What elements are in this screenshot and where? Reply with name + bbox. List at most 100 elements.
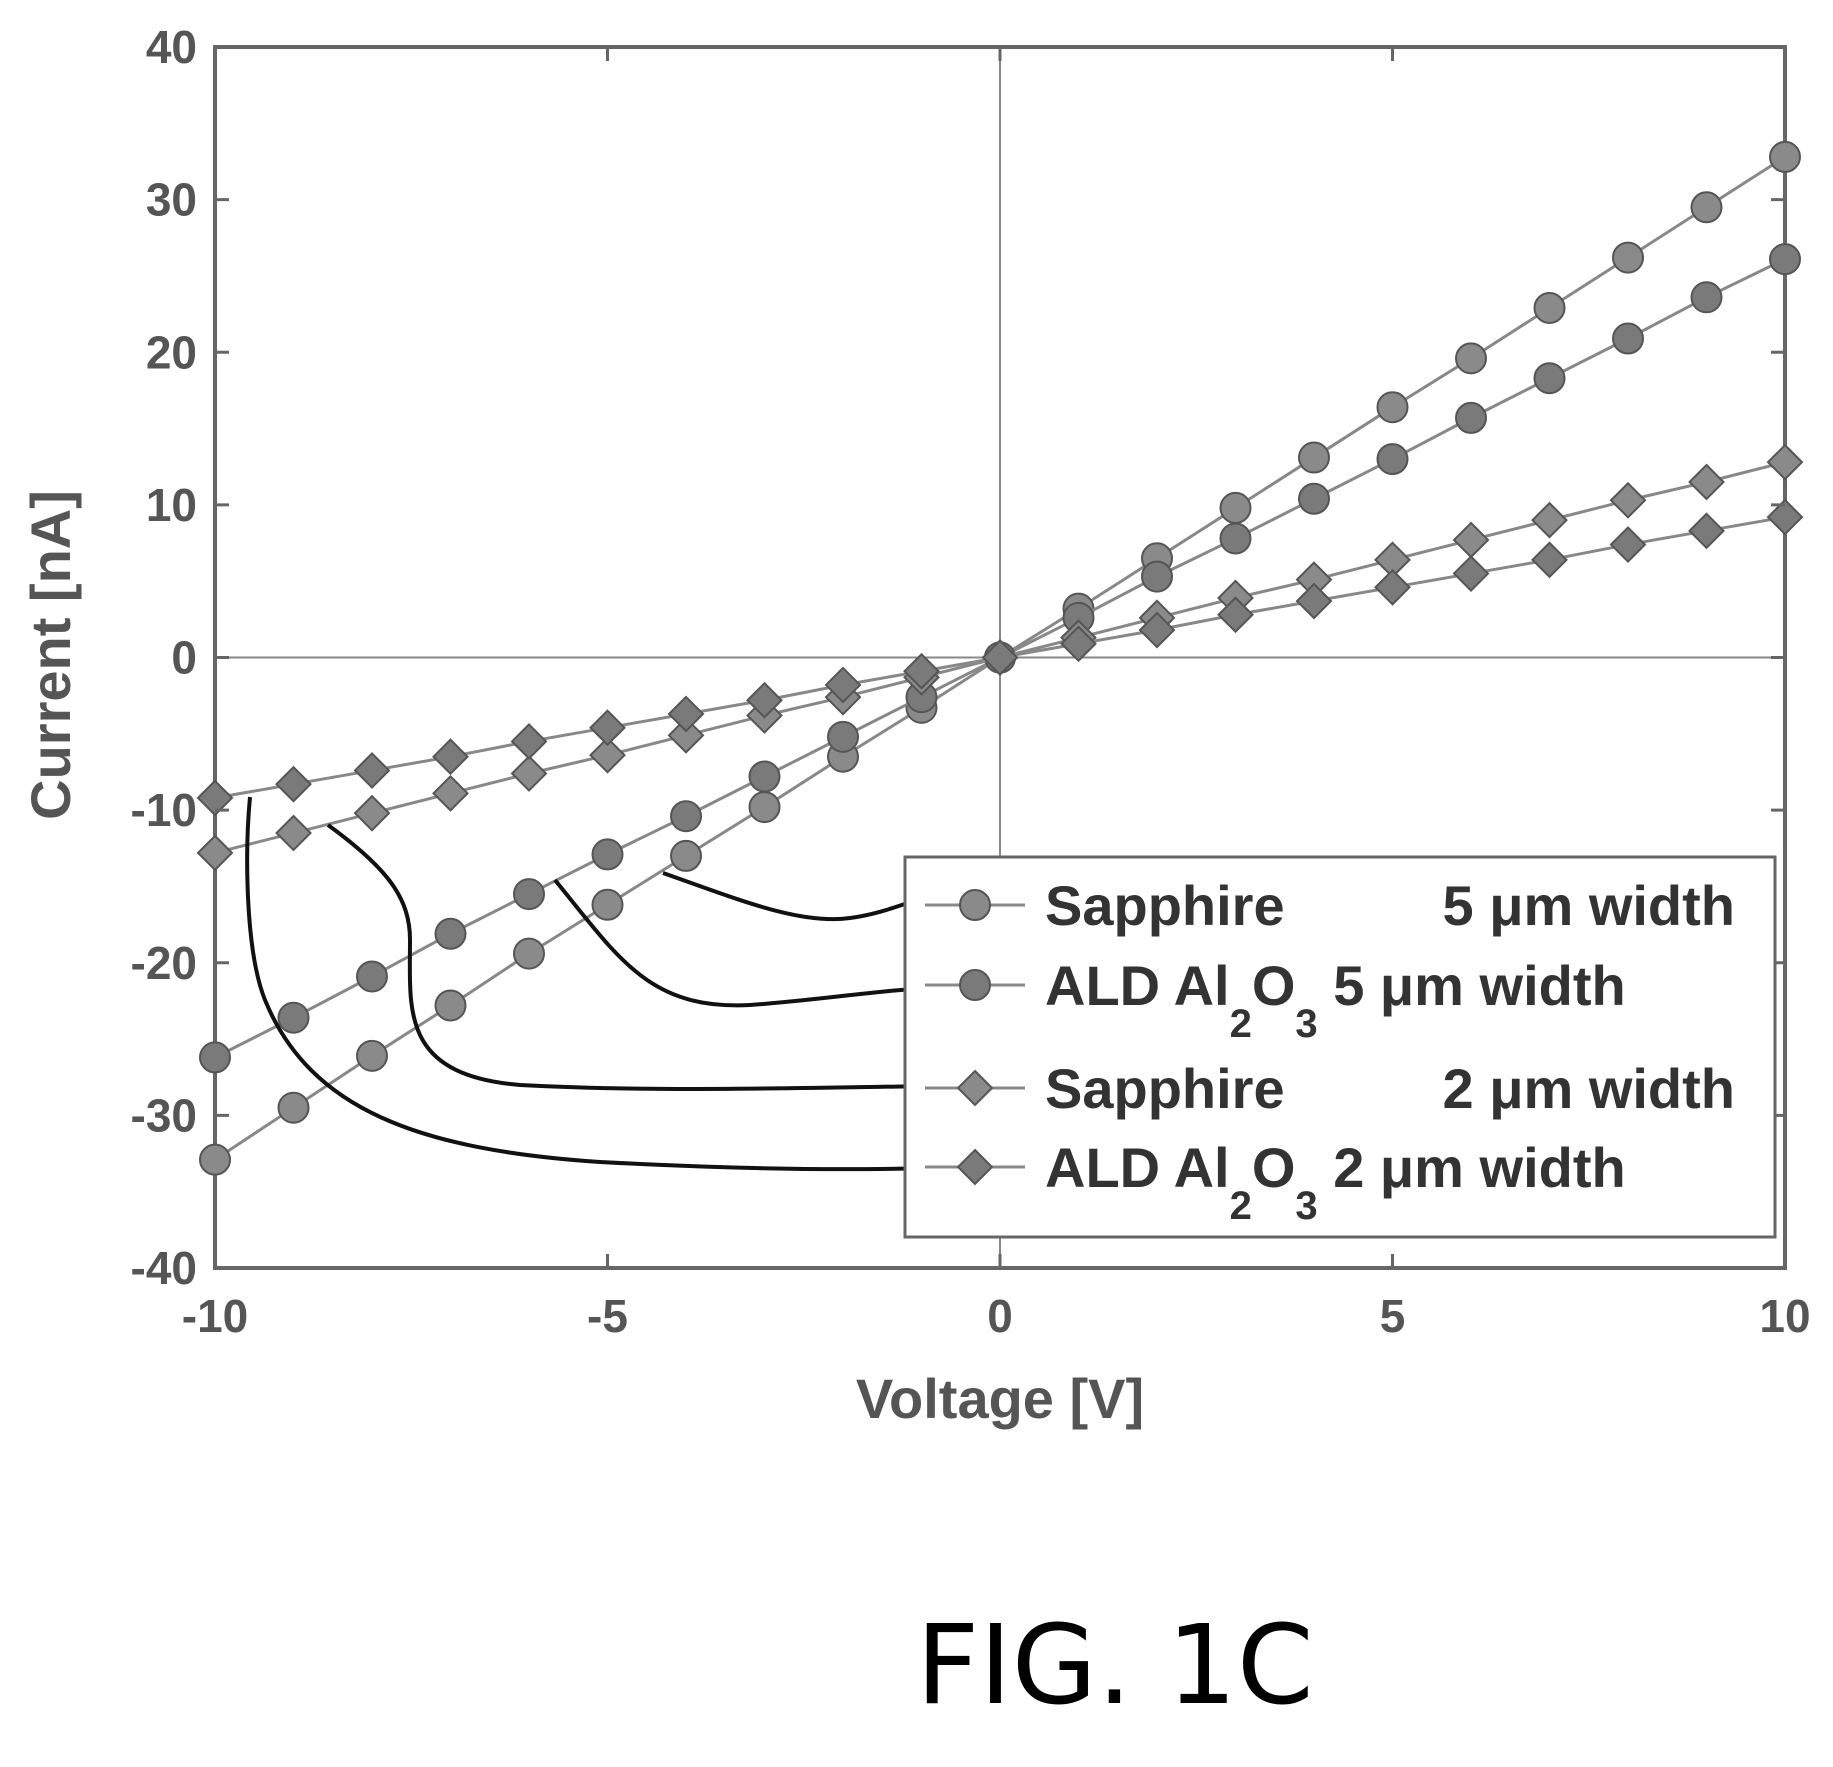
data-point <box>510 723 548 760</box>
series-3 <box>196 443 1804 872</box>
y-tick-label: 30 <box>146 174 197 226</box>
data-point <box>1766 498 1804 536</box>
leader-curve <box>662 871 933 922</box>
data-point <box>591 838 624 871</box>
data-point <box>1219 491 1252 524</box>
data-point <box>827 720 859 753</box>
data-point <box>196 834 234 872</box>
data-point <box>510 755 548 792</box>
data-point <box>1376 391 1409 424</box>
y-axis-label: Current [nA] <box>19 490 82 820</box>
data-point <box>353 752 391 789</box>
data-point <box>432 738 469 776</box>
data-point <box>1138 611 1176 649</box>
legend-width-label: 5 μm width <box>1443 874 1736 937</box>
leader-curve <box>326 823 933 1091</box>
data-point <box>1531 541 1568 579</box>
legend-label: Sapphire <box>1045 874 1285 937</box>
data-point <box>981 639 1019 676</box>
data-point <box>1612 241 1644 274</box>
legend-swatch-marker <box>956 1148 994 1186</box>
data-point <box>275 765 312 803</box>
data-point <box>1452 555 1490 592</box>
x-tick-label: 5 <box>1380 1290 1406 1342</box>
data-point <box>1769 243 1801 276</box>
data-point <box>1688 512 1725 550</box>
legend-box <box>903 855 1777 1239</box>
y-tick-label: -20 <box>131 937 197 989</box>
legend-label: ALD Al2O3 5 μm width <box>1045 954 1626 1046</box>
legend-label: Sapphire <box>1045 1057 1285 1120</box>
data-point <box>667 716 705 754</box>
data-point <box>1688 463 1725 501</box>
data-point <box>1217 596 1254 634</box>
data-point <box>746 681 783 719</box>
legend-swatch-marker <box>959 969 991 1001</box>
legend: Sapphire 5 μm width ALD Al2O3 5 μm width Sa… <box>903 855 1777 1239</box>
data-point <box>1533 362 1566 395</box>
data-point <box>1531 501 1568 539</box>
data-point <box>275 814 312 852</box>
data-point <box>1455 342 1487 375</box>
series-layer <box>196 140 1804 1176</box>
x-tick-label: -5 <box>587 1290 628 1342</box>
data-point <box>748 791 781 824</box>
data-point <box>1060 625 1097 663</box>
tick-labels: -10 -5 0 5 10 40 30 20 10 0 -10 -20 -30 -40 <box>131 21 1811 1342</box>
y-tick-label: -40 <box>131 1242 197 1294</box>
data-point <box>1766 443 1804 481</box>
data-point <box>199 1143 231 1176</box>
data-point <box>513 878 545 911</box>
series-4 <box>196 498 1804 817</box>
data-point <box>356 1039 388 1072</box>
data-point <box>353 794 391 832</box>
data-point <box>1533 291 1566 324</box>
data-point <box>589 736 626 774</box>
x-tick-label: -10 <box>182 1290 248 1342</box>
data-point <box>196 779 234 817</box>
data-point <box>667 695 705 733</box>
figure-label: FIG. 1C <box>916 1601 1314 1729</box>
data-point <box>432 774 469 812</box>
data-point <box>513 937 545 970</box>
data-point <box>1376 443 1409 476</box>
data-point <box>903 652 940 690</box>
data-point <box>1612 322 1644 355</box>
data-point <box>1295 582 1333 620</box>
data-point <box>1690 191 1723 224</box>
leader-curve <box>553 878 933 1008</box>
data-point <box>277 1001 310 1034</box>
leader-curve <box>245 796 933 1172</box>
data-point <box>1690 281 1723 314</box>
data-point <box>1298 441 1330 474</box>
leader-lines <box>245 796 933 1172</box>
y-tick-label: 20 <box>146 326 197 378</box>
data-point <box>434 989 467 1022</box>
data-point <box>1609 526 1647 563</box>
data-point <box>1609 481 1647 519</box>
x-tick-label: 0 <box>987 1290 1013 1342</box>
legend-swatch-marker <box>956 1069 994 1107</box>
y-tick-label: 40 <box>146 21 197 73</box>
legend-label: ALD Al2O3 2 μm width <box>1045 1136 1626 1228</box>
y-tick-label: -10 <box>131 784 197 836</box>
data-point <box>589 709 626 747</box>
data-point <box>1452 521 1490 559</box>
legend-width-label: 2 μm width <box>1443 1057 1736 1120</box>
data-point <box>1769 140 1801 173</box>
series-2 <box>199 243 1801 1074</box>
y-tick-label: -30 <box>131 1089 197 1141</box>
x-axis-label: Voltage [V] <box>856 1367 1144 1430</box>
data-point <box>356 960 388 993</box>
y-tick-label: 0 <box>171 632 197 684</box>
data-point <box>1455 401 1487 434</box>
data-point <box>434 917 467 950</box>
data-point <box>277 1091 310 1124</box>
x-tick-label: 10 <box>1759 1290 1810 1342</box>
data-point <box>1141 560 1173 593</box>
data-point <box>670 800 702 833</box>
legend-swatch-marker <box>959 889 991 921</box>
data-point <box>1374 568 1411 606</box>
data-point <box>1298 482 1330 515</box>
